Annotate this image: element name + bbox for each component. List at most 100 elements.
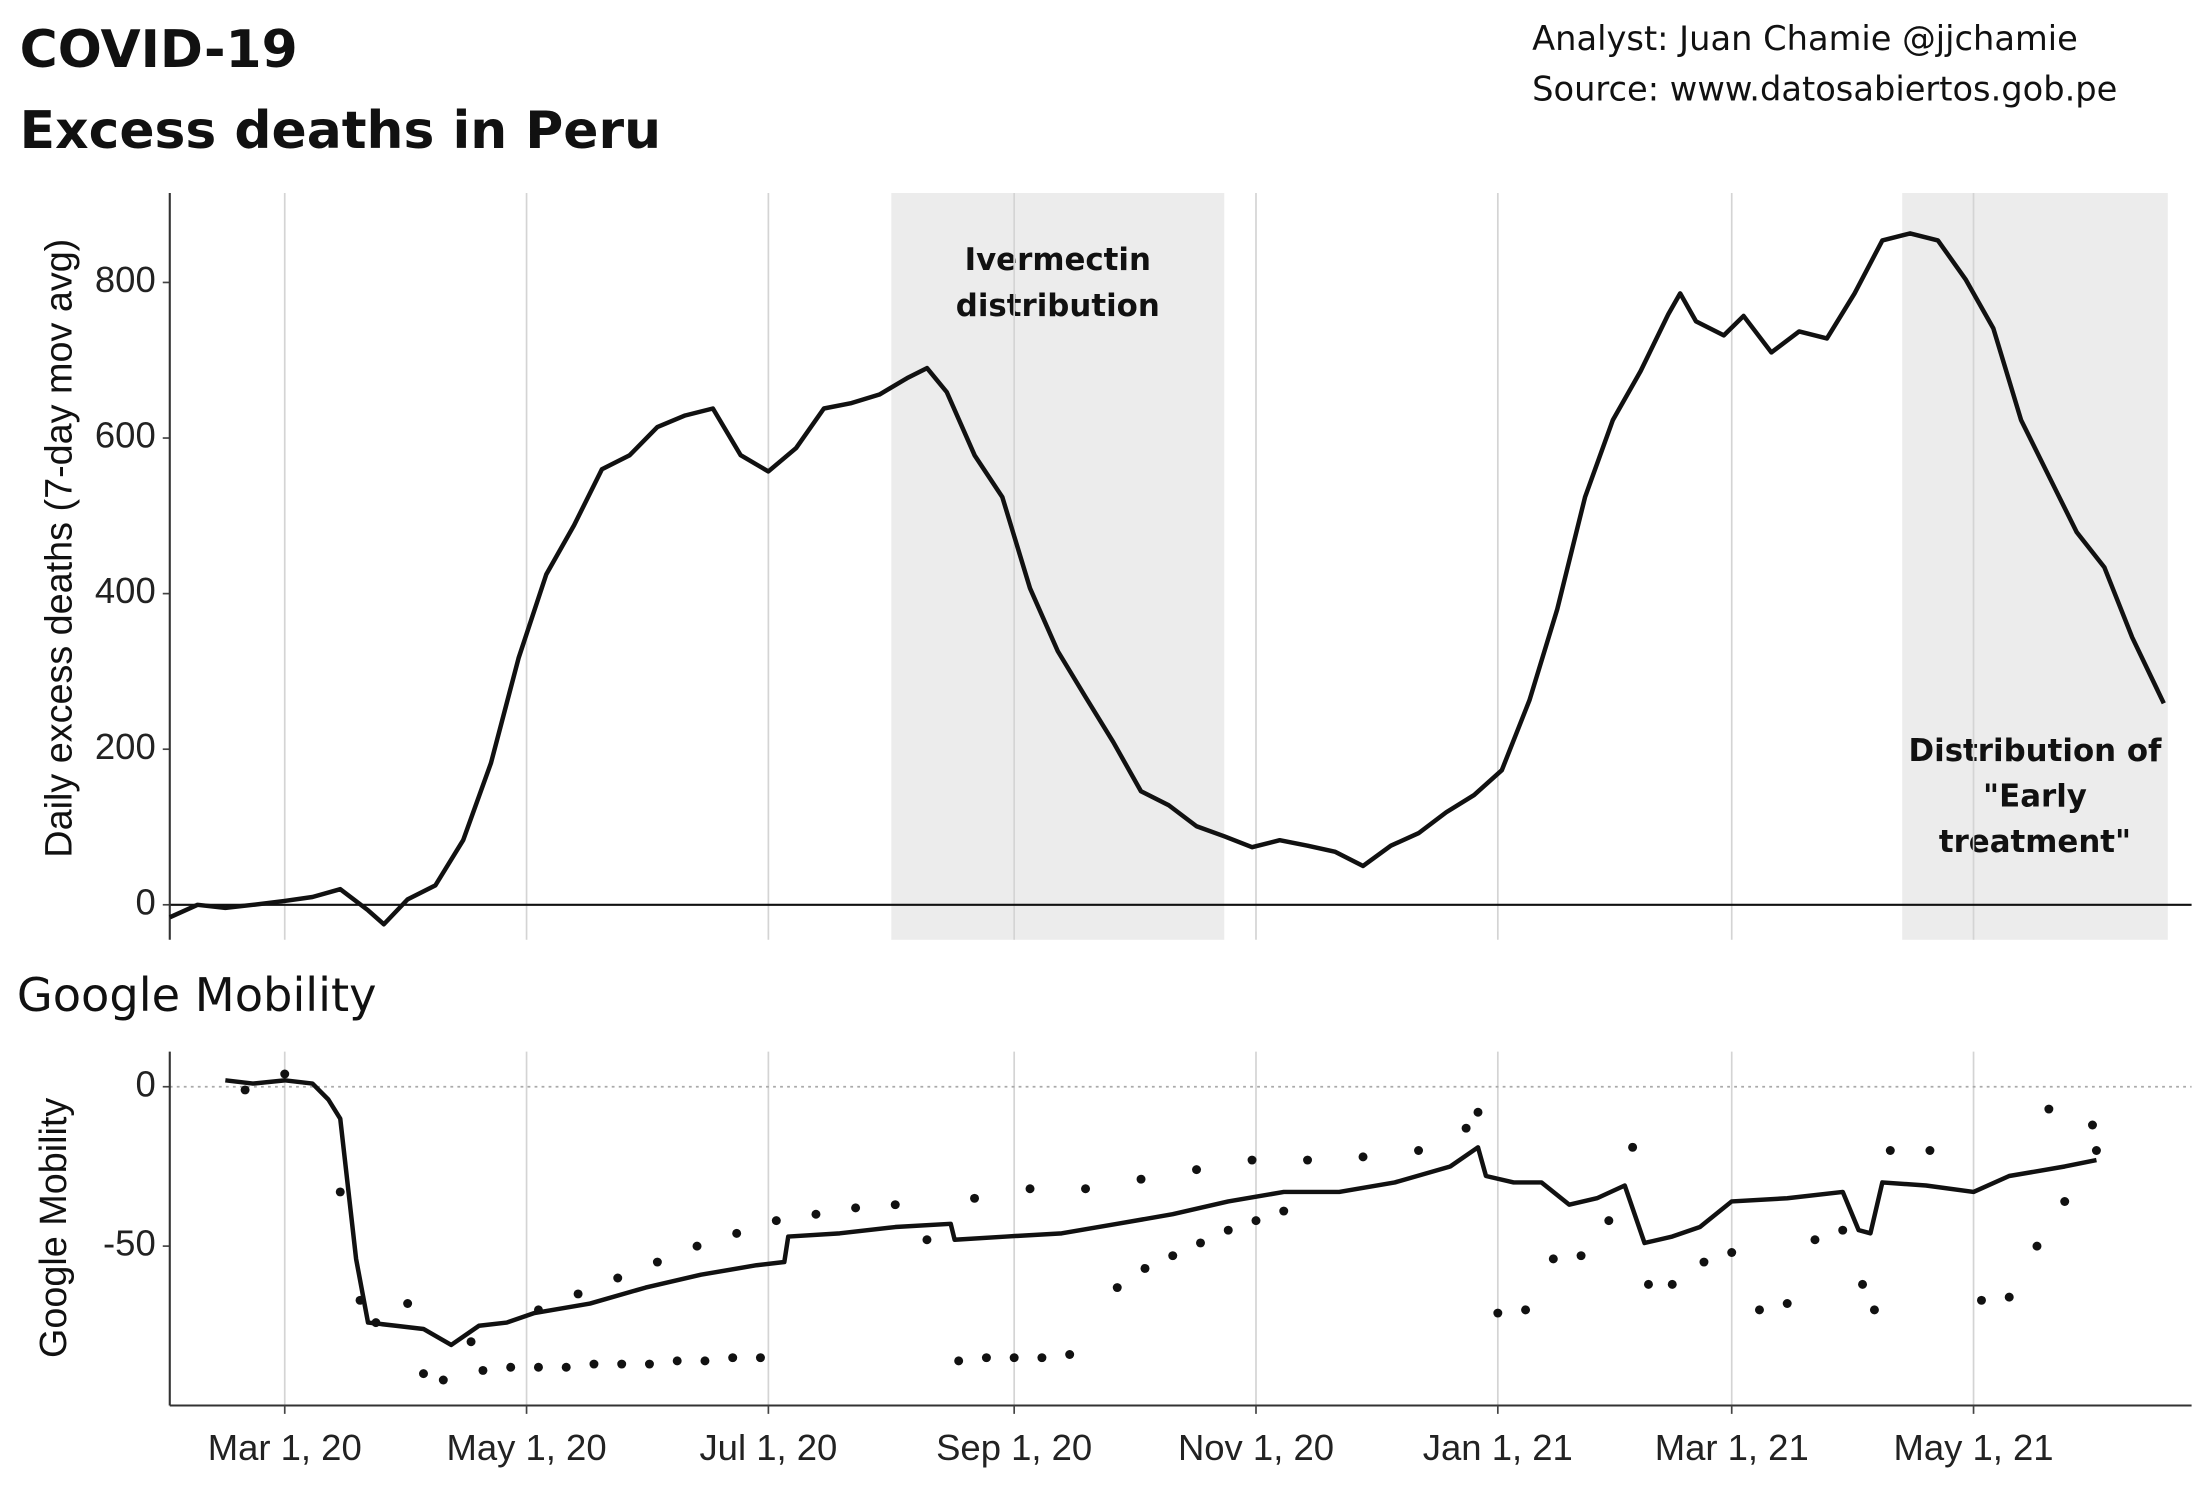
daily-point <box>1782 1299 1792 1308</box>
daily-point <box>1112 1283 1122 1293</box>
daily-point <box>613 1273 623 1283</box>
daily-point <box>644 1359 654 1369</box>
x-tick-label: Jul 1, 20 <box>699 1427 837 1468</box>
x-tick-label: Jan 1, 21 <box>1423 1427 1573 1468</box>
x-tick-label: Sep 1, 20 <box>936 1427 1092 1468</box>
x-tick-label: May 1, 20 <box>446 1427 606 1468</box>
annotation: "Early <box>1983 778 2087 814</box>
daily-point <box>970 1193 980 1203</box>
daily-point <box>573 1289 583 1299</box>
line <box>225 1078 2097 1348</box>
chart-title: COVID-19 <box>20 20 298 80</box>
annotation: Distribution of <box>1909 733 2163 769</box>
daily-point <box>1025 1184 1035 1194</box>
daily-point <box>1858 1279 1868 1289</box>
daily-point <box>1140 1263 1150 1273</box>
daily-point <box>1576 1251 1586 1261</box>
daily-point <box>1976 1295 1986 1305</box>
annotation: distribution <box>956 288 1160 324</box>
x-tick-label: Mar 1, 20 <box>208 1427 362 1468</box>
daily-point <box>2004 1292 2014 1302</box>
daily-point <box>1037 1353 1047 1363</box>
daily-point <box>1521 1305 1531 1315</box>
x-tick-label: May 1, 21 <box>1893 1427 2053 1468</box>
daily-point <box>1065 1350 1075 1359</box>
panel-title: Google Mobility <box>17 968 377 1022</box>
annotation: treatment" <box>1939 824 2131 860</box>
daily-point <box>438 1375 448 1385</box>
daily-point <box>1727 1248 1737 1257</box>
daily-point <box>1604 1216 1614 1226</box>
daily-point <box>1196 1238 1205 1248</box>
daily-point <box>732 1228 742 1238</box>
daily-point <box>890 1200 900 1210</box>
credit: Analyst: Juan Chamie @jjchamie <box>1532 19 2078 58</box>
daily-point <box>1885 1146 1895 1155</box>
daily-point <box>1493 1308 1503 1318</box>
daily-point <box>1279 1206 1289 1216</box>
daily-point <box>506 1362 516 1372</box>
y-axis-label: Daily excess deaths (7-day mov avg) <box>39 239 81 858</box>
daily-point <box>1303 1155 1313 1165</box>
daily-point <box>478 1365 488 1375</box>
daily-point <box>922 1235 932 1245</box>
daily-point <box>811 1209 821 1219</box>
x-tick-label: Nov 1, 20 <box>1178 1427 1334 1468</box>
annotation: Ivermectin <box>965 242 1151 278</box>
y-axis-label: Google Mobility <box>33 1098 75 1358</box>
daily-point <box>851 1203 861 1213</box>
daily-point <box>2032 1241 2042 1251</box>
daily-point <box>1643 1279 1653 1289</box>
daily-point <box>652 1257 662 1267</box>
y-tick-label: 0 <box>135 881 155 922</box>
daily-point <box>1461 1123 1471 1133</box>
daily-point <box>2091 1146 2101 1155</box>
line <box>168 231 2166 927</box>
daily-point <box>1358 1152 1368 1162</box>
daily-point <box>280 1069 290 1079</box>
daily-point <box>700 1356 710 1366</box>
daily-point <box>533 1362 543 1372</box>
daily-point <box>954 1356 964 1366</box>
credit: Source: www.datosabiertos.gob.pe <box>1532 69 2117 108</box>
y-tick-label: 800 <box>95 259 156 300</box>
daily-point <box>617 1359 627 1369</box>
daily-point <box>755 1353 765 1363</box>
daily-point <box>1473 1107 1483 1117</box>
y-tick-label: 200 <box>95 726 156 767</box>
daily-point <box>589 1359 599 1369</box>
daily-point <box>981 1353 991 1363</box>
daily-point <box>335 1187 345 1197</box>
y-tick-label: 400 <box>95 570 156 611</box>
daily-point <box>1251 1216 1261 1226</box>
daily-point <box>240 1085 250 1095</box>
daily-point <box>403 1299 413 1308</box>
daily-point <box>1628 1142 1638 1152</box>
daily-point <box>1754 1305 1764 1315</box>
y-tick-label: 0 <box>135 1063 155 1104</box>
y-tick-label: -50 <box>103 1223 156 1264</box>
daily-point <box>1192 1165 1202 1175</box>
daily-point <box>1009 1353 1019 1363</box>
daily-point <box>1667 1279 1677 1289</box>
chart-subtitle: Excess deaths in Peru <box>20 101 661 161</box>
daily-point <box>1699 1257 1709 1267</box>
x-tick-label: Mar 1, 21 <box>1655 1427 1809 1468</box>
daily-point <box>561 1362 571 1372</box>
daily-point <box>1838 1225 1848 1235</box>
daily-point <box>1548 1254 1558 1264</box>
highlight-region <box>891 192 1225 940</box>
highlight-region <box>1902 192 2168 940</box>
daily-point <box>418 1369 428 1379</box>
daily-point <box>1223 1225 1233 1235</box>
daily-point <box>1810 1235 1820 1245</box>
daily-point <box>2087 1120 2097 1130</box>
daily-point <box>2060 1197 2070 1206</box>
daily-point <box>1081 1184 1091 1194</box>
daily-point <box>1869 1305 1879 1315</box>
daily-point <box>692 1241 702 1251</box>
daily-point <box>728 1353 738 1363</box>
daily-point <box>2044 1104 2054 1114</box>
